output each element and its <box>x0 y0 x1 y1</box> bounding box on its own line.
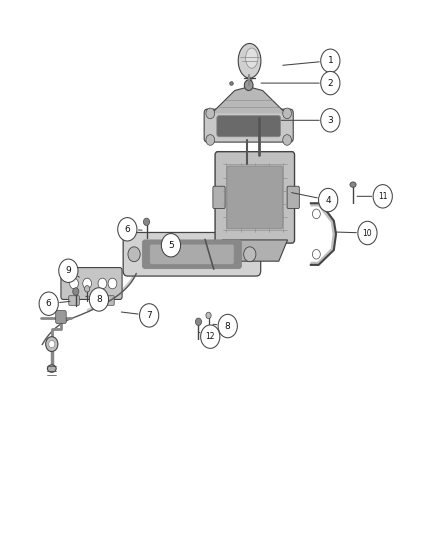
Circle shape <box>128 247 140 262</box>
FancyBboxPatch shape <box>69 296 79 305</box>
Circle shape <box>244 80 253 91</box>
Circle shape <box>73 288 79 295</box>
Circle shape <box>83 278 92 289</box>
Circle shape <box>89 288 109 311</box>
Text: 11: 11 <box>378 192 388 201</box>
Ellipse shape <box>238 44 261 78</box>
FancyBboxPatch shape <box>150 244 234 264</box>
Circle shape <box>85 286 90 292</box>
Text: 12: 12 <box>205 332 215 341</box>
Text: 7: 7 <box>146 311 152 320</box>
Circle shape <box>46 337 58 352</box>
Circle shape <box>283 108 291 119</box>
Circle shape <box>206 312 211 319</box>
FancyBboxPatch shape <box>104 296 114 305</box>
Text: 6: 6 <box>124 225 130 234</box>
FancyBboxPatch shape <box>213 186 225 208</box>
Circle shape <box>201 325 220 349</box>
Circle shape <box>70 278 78 289</box>
Polygon shape <box>212 87 286 114</box>
Text: 1: 1 <box>328 56 333 65</box>
Ellipse shape <box>350 182 356 187</box>
Circle shape <box>98 278 107 289</box>
Text: 3: 3 <box>328 116 333 125</box>
FancyBboxPatch shape <box>123 232 261 276</box>
Circle shape <box>312 249 320 259</box>
Circle shape <box>206 135 215 146</box>
Circle shape <box>140 304 159 327</box>
Circle shape <box>59 259 78 282</box>
Polygon shape <box>222 240 288 261</box>
Circle shape <box>118 217 137 241</box>
Circle shape <box>244 247 256 262</box>
Circle shape <box>144 218 150 225</box>
Circle shape <box>161 233 180 257</box>
Polygon shape <box>310 203 336 265</box>
Circle shape <box>373 184 392 208</box>
Text: 2: 2 <box>328 78 333 87</box>
Text: 8: 8 <box>225 321 231 330</box>
Text: 5: 5 <box>168 241 174 250</box>
Circle shape <box>312 209 320 219</box>
FancyBboxPatch shape <box>61 268 122 300</box>
Ellipse shape <box>47 365 56 372</box>
Text: 9: 9 <box>66 266 71 275</box>
Ellipse shape <box>246 48 258 68</box>
Circle shape <box>283 135 291 146</box>
Circle shape <box>49 341 55 348</box>
Circle shape <box>108 278 117 289</box>
Circle shape <box>39 292 58 316</box>
Text: 4: 4 <box>325 196 331 205</box>
FancyBboxPatch shape <box>142 240 241 269</box>
FancyBboxPatch shape <box>56 311 66 324</box>
Circle shape <box>321 109 340 132</box>
Circle shape <box>195 318 201 326</box>
Circle shape <box>321 49 340 72</box>
FancyBboxPatch shape <box>227 166 283 229</box>
FancyBboxPatch shape <box>217 116 281 137</box>
Circle shape <box>358 221 377 245</box>
FancyBboxPatch shape <box>287 186 299 208</box>
Text: 10: 10 <box>363 229 372 238</box>
Circle shape <box>218 314 237 338</box>
FancyBboxPatch shape <box>215 152 294 243</box>
Circle shape <box>206 108 215 119</box>
FancyBboxPatch shape <box>204 109 293 142</box>
Text: 8: 8 <box>96 295 102 304</box>
Text: 6: 6 <box>46 299 52 308</box>
Circle shape <box>321 71 340 95</box>
Circle shape <box>318 188 338 212</box>
